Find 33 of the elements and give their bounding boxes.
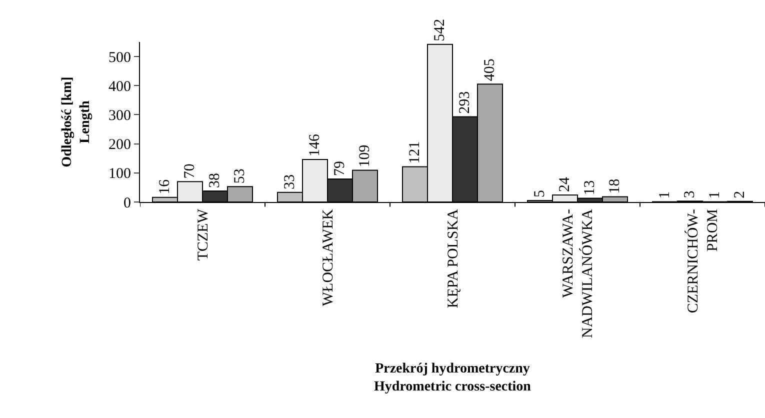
- data-label: 5: [532, 190, 548, 198]
- data-label: 109: [357, 144, 373, 168]
- x-tick-label: WARSZAWA- NADWILANÓWKA: [560, 208, 596, 338]
- data-label: 121: [407, 141, 423, 164]
- data-label: 79: [332, 161, 348, 176]
- data-label: 1: [657, 191, 673, 199]
- y-tick-label: 200: [108, 137, 131, 154]
- x-tick-label: KĘPA POLSKA: [445, 208, 462, 308]
- data-label: 13: [582, 180, 598, 196]
- x-tick-label: CZERNICHÓW- PROM: [684, 209, 722, 314]
- y-tick-label: 100: [108, 166, 131, 182]
- y-axis-title: Odległość [km] Length: [60, 76, 94, 168]
- data-label: 38: [207, 172, 223, 188]
- x-axis-title: Przekrój hydrometryczny Hydrometric cross-section: [374, 361, 532, 395]
- data-label: 33: [282, 174, 298, 190]
- data-label: 293: [457, 91, 473, 114]
- data-label: 542: [432, 18, 448, 42]
- data-label: 3: [682, 190, 698, 198]
- data-label: 70: [182, 164, 198, 179]
- data-label: 405: [482, 58, 498, 82]
- y-tick-label: 400: [108, 78, 131, 95]
- data-label: 146: [307, 134, 323, 157]
- data-label: 2: [732, 190, 748, 198]
- y-tick-label: 300: [108, 108, 131, 124]
- x-tick-label: WŁOCŁAWEK: [320, 208, 336, 306]
- data-label: 1: [707, 191, 723, 199]
- data-label: 53: [232, 168, 248, 184]
- data-label: 18: [607, 178, 623, 194]
- y-tick-label: 500: [108, 50, 131, 66]
- data-label: 16: [157, 178, 173, 194]
- y-tick-label: 0: [124, 195, 131, 212]
- data-label: 24: [557, 176, 573, 192]
- x-tick-label: TCZEW: [195, 208, 212, 261]
